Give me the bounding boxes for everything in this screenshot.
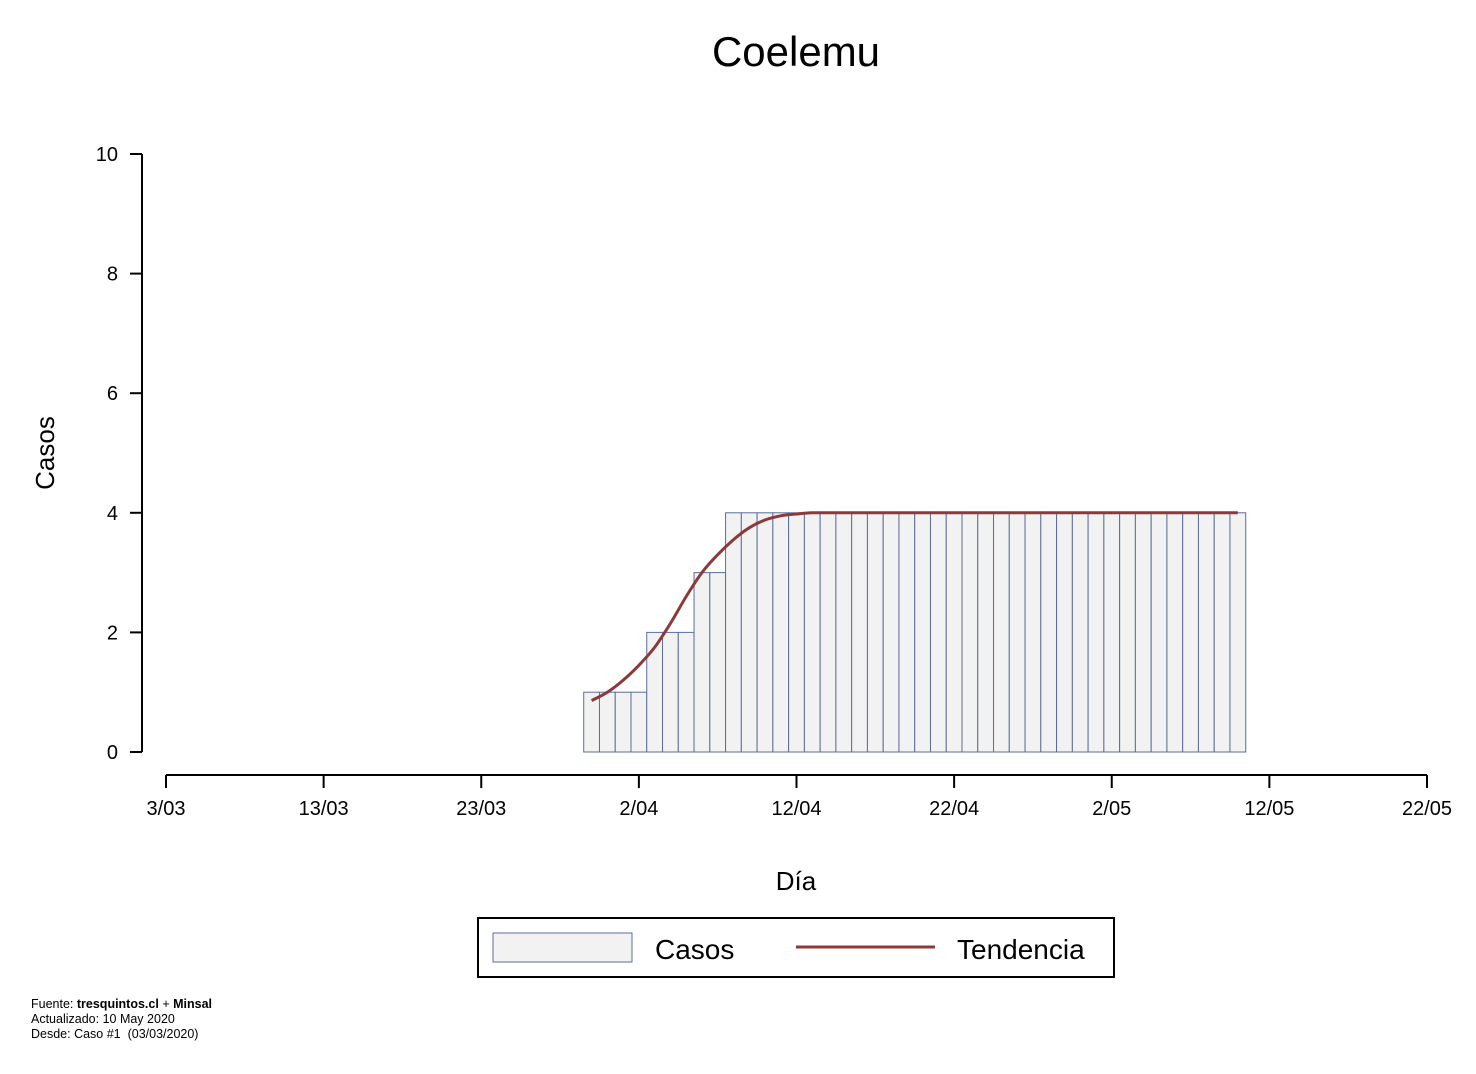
x-tick-label: 23/03 xyxy=(456,798,506,820)
casos-bar xyxy=(993,512,1010,753)
y-tick-label: 8 xyxy=(107,264,118,286)
casos-bar xyxy=(803,512,821,753)
y-tick-label: 6 xyxy=(107,383,118,405)
casos-bar xyxy=(1134,512,1152,753)
casos-bar xyxy=(1229,512,1247,753)
y-axis: 0 2 4 6 8 10 xyxy=(96,144,143,764)
casos-bar xyxy=(1040,512,1058,753)
casos-bar xyxy=(756,512,774,753)
casos-bar xyxy=(898,512,916,753)
footer-source: Fuente: tresquintos.cl + Minsal xyxy=(31,997,212,1011)
x-tick-label: 3/03 xyxy=(147,798,186,820)
casos-bar xyxy=(1213,512,1231,753)
casos-bar xyxy=(1103,512,1121,753)
y-tick-label: 0 xyxy=(107,742,118,764)
casos-bar xyxy=(646,631,664,753)
x-tick-label: 2/05 xyxy=(1092,798,1131,820)
footer-updated: Actualizado: 10 May 2020 xyxy=(31,1012,175,1026)
casos-bar xyxy=(882,512,900,753)
x-tick-label: 22/04 xyxy=(929,798,979,820)
casos-bar xyxy=(1119,512,1136,753)
x-tick-label: 2/04 xyxy=(619,798,658,820)
casos-bar xyxy=(740,512,758,753)
casos-bar xyxy=(819,512,837,753)
casos-bar xyxy=(866,512,884,753)
casos-bar xyxy=(1024,512,1042,753)
footer-since: Desde: Caso #1 (03/03/2020) xyxy=(31,1027,199,1041)
casos-bar xyxy=(630,691,648,753)
casos-bar xyxy=(1182,512,1199,753)
casos-bar xyxy=(961,512,979,753)
casos-bar xyxy=(1056,512,1073,753)
casos-bar xyxy=(1197,512,1215,753)
footer-notes: Fuente: tresquintos.cl + Minsal Actualiz… xyxy=(31,997,212,1042)
legend-label-casos: Casos xyxy=(655,934,734,965)
casos-bar xyxy=(614,691,632,753)
casos-bar xyxy=(835,512,853,753)
x-axis: 3/03 13/03 23/03 2/04 12/04 22/04 2/05 12/05 22/… xyxy=(147,774,1452,820)
casos-bar xyxy=(772,512,790,753)
x-tick-label: 12/04 xyxy=(771,798,821,820)
casos-bar xyxy=(977,512,995,753)
x-tick-label: 22/05 xyxy=(1402,798,1452,820)
legend-label-tendencia: Tendencia xyxy=(957,934,1085,965)
casos-bar xyxy=(598,691,616,753)
casos-bar xyxy=(914,512,931,753)
tendencia-line xyxy=(590,511,1238,702)
casos-bar xyxy=(851,512,868,753)
casos-bar xyxy=(945,512,963,753)
casos-bar xyxy=(1008,512,1026,753)
casos-bar xyxy=(662,631,679,753)
casos-bar xyxy=(709,572,727,753)
casos-bar xyxy=(929,512,947,753)
casos-bar xyxy=(788,512,805,753)
x-tick-label: 12/05 xyxy=(1244,798,1294,820)
legend: Casos Tendencia xyxy=(477,917,1115,978)
x-axis-title: Día xyxy=(776,866,817,896)
casos-bar xyxy=(583,691,600,753)
casos-bar xyxy=(693,572,711,753)
chart-title: Coelemu xyxy=(712,28,880,75)
y-tick-label: 2 xyxy=(107,622,118,644)
legend-swatch-casos xyxy=(492,932,633,963)
casos-bar xyxy=(1166,512,1184,753)
x-tick-label: 13/03 xyxy=(299,798,349,820)
y-tick-label: 4 xyxy=(107,503,118,525)
casos-bar xyxy=(1071,512,1089,753)
casos-bar xyxy=(1150,512,1168,753)
casos-bar xyxy=(1087,512,1105,753)
casos-bar xyxy=(725,512,742,753)
y-tick-label: 10 xyxy=(96,144,118,166)
y-axis-title: Casos xyxy=(30,416,60,490)
casos-bar xyxy=(677,631,695,753)
casos-bars xyxy=(583,512,1247,753)
